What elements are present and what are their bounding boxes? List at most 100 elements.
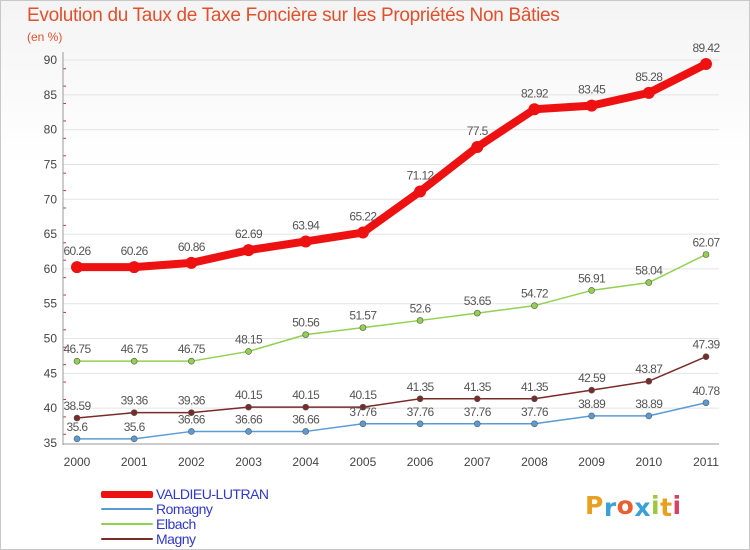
data-label: 62.07 xyxy=(692,235,720,249)
data-label: 37.76 xyxy=(521,405,549,419)
data-point xyxy=(528,103,541,116)
x-tick-label: 2007 xyxy=(464,455,491,469)
data-label: 35.6 xyxy=(124,420,146,434)
data-label: 42.59 xyxy=(578,371,606,385)
data-point xyxy=(245,348,252,355)
series-line-valdieu-lutran xyxy=(73,60,710,272)
x-tick-label: 2011 xyxy=(693,455,719,469)
data-point xyxy=(130,357,138,365)
x-tick-label: 2005 xyxy=(350,455,377,469)
data-label: 39.36 xyxy=(178,394,206,408)
data-label: 60.86 xyxy=(178,240,206,254)
y-tick-label: 35 xyxy=(44,436,58,450)
data-label: 37.76 xyxy=(407,405,435,419)
data-point xyxy=(242,244,255,257)
y-tick-label: 90 xyxy=(44,53,58,67)
data-label: 39.36 xyxy=(121,394,149,408)
legend-label: Elbach xyxy=(156,516,196,532)
data-label: 38.89 xyxy=(578,397,606,411)
data-label: 65.22 xyxy=(349,210,377,224)
brand-letter: P xyxy=(585,491,604,520)
x-tick-label: 2010 xyxy=(635,455,662,469)
series-line-romagny xyxy=(76,402,707,440)
data-label: 40.15 xyxy=(235,388,263,402)
data-label: 40.15 xyxy=(349,388,377,402)
y-tick-label: 50 xyxy=(44,332,58,346)
data-label: 77.5 xyxy=(467,124,489,138)
data-label: 37.76 xyxy=(464,405,492,419)
legend-swatch xyxy=(101,508,153,510)
data-point xyxy=(645,412,653,420)
data-point xyxy=(588,386,595,394)
data-point xyxy=(645,279,653,286)
x-tick-label: 2000 xyxy=(64,455,91,469)
data-point xyxy=(302,331,310,338)
brand-letter: t xyxy=(660,493,673,522)
data-point xyxy=(473,309,481,317)
x-tick-label: 2004 xyxy=(292,455,319,469)
data-label: 37.76 xyxy=(349,405,377,419)
data-point xyxy=(645,377,653,385)
legend-label: Romagny xyxy=(156,501,213,517)
data-label: 60.26 xyxy=(63,244,91,258)
data-point xyxy=(588,412,595,420)
data-point xyxy=(302,403,310,411)
legend-swatch xyxy=(101,538,153,540)
data-label: 46.75 xyxy=(178,342,206,356)
data-label: 48.15 xyxy=(235,332,263,346)
data-point xyxy=(642,86,655,99)
brand-letter: r xyxy=(603,493,617,522)
data-label: 46.75 xyxy=(63,342,91,356)
data-label: 53.65 xyxy=(464,294,492,308)
y-tick-label: 70 xyxy=(44,192,58,206)
data-point xyxy=(356,226,369,239)
data-label: 41.35 xyxy=(521,380,549,394)
data-label: 63.94 xyxy=(292,218,320,232)
x-tick-label: 2006 xyxy=(407,455,434,469)
legend-label: Magny xyxy=(156,531,196,547)
data-label: 71.12 xyxy=(407,168,435,182)
data-label: 62.69 xyxy=(235,227,263,241)
x-tick-label: 2003 xyxy=(235,455,262,469)
data-point xyxy=(414,185,427,198)
data-label: 40.15 xyxy=(292,388,320,402)
data-point xyxy=(71,261,83,274)
data-label: 36.66 xyxy=(235,412,263,426)
legend-swatch xyxy=(101,490,153,498)
data-point xyxy=(245,403,252,411)
data-label: 46.75 xyxy=(121,342,149,356)
data-point xyxy=(531,420,538,428)
data-label: 54.72 xyxy=(521,287,549,301)
data-label: 51.57 xyxy=(349,309,377,323)
data-point xyxy=(73,435,81,443)
data-point xyxy=(471,141,484,154)
x-tick-label: 2008 xyxy=(521,455,548,469)
chart-subtitle: (en %) xyxy=(27,30,63,44)
data-point xyxy=(128,261,141,274)
data-point xyxy=(359,420,367,428)
data-point xyxy=(302,428,310,435)
data-point xyxy=(473,395,481,403)
data-label: 83.45 xyxy=(578,83,606,97)
legend-label: VALDIEU-LUTRAN xyxy=(156,486,269,502)
y-tick-label: 45 xyxy=(44,366,58,380)
data-label: 85.28 xyxy=(635,70,663,84)
y-tick-label: 60 xyxy=(44,262,58,276)
data-point xyxy=(130,435,138,443)
data-point xyxy=(531,302,538,309)
data-point xyxy=(359,403,367,411)
y-tick-label: 40 xyxy=(44,401,58,415)
data-point xyxy=(73,357,81,365)
brand-letter: i xyxy=(651,491,661,520)
brand-letter: i xyxy=(672,491,682,520)
data-point xyxy=(73,414,81,422)
data-point xyxy=(531,395,538,403)
proxiti-logo: Proxiti xyxy=(585,491,682,522)
data-label: 43.87 xyxy=(635,362,663,376)
data-label: 58.04 xyxy=(635,264,663,278)
data-label: 52.6 xyxy=(410,301,432,315)
series-line-elbach xyxy=(76,253,707,362)
data-label: 38.59 xyxy=(63,399,91,413)
data-label: 41.35 xyxy=(407,380,435,394)
data-point xyxy=(359,324,367,331)
